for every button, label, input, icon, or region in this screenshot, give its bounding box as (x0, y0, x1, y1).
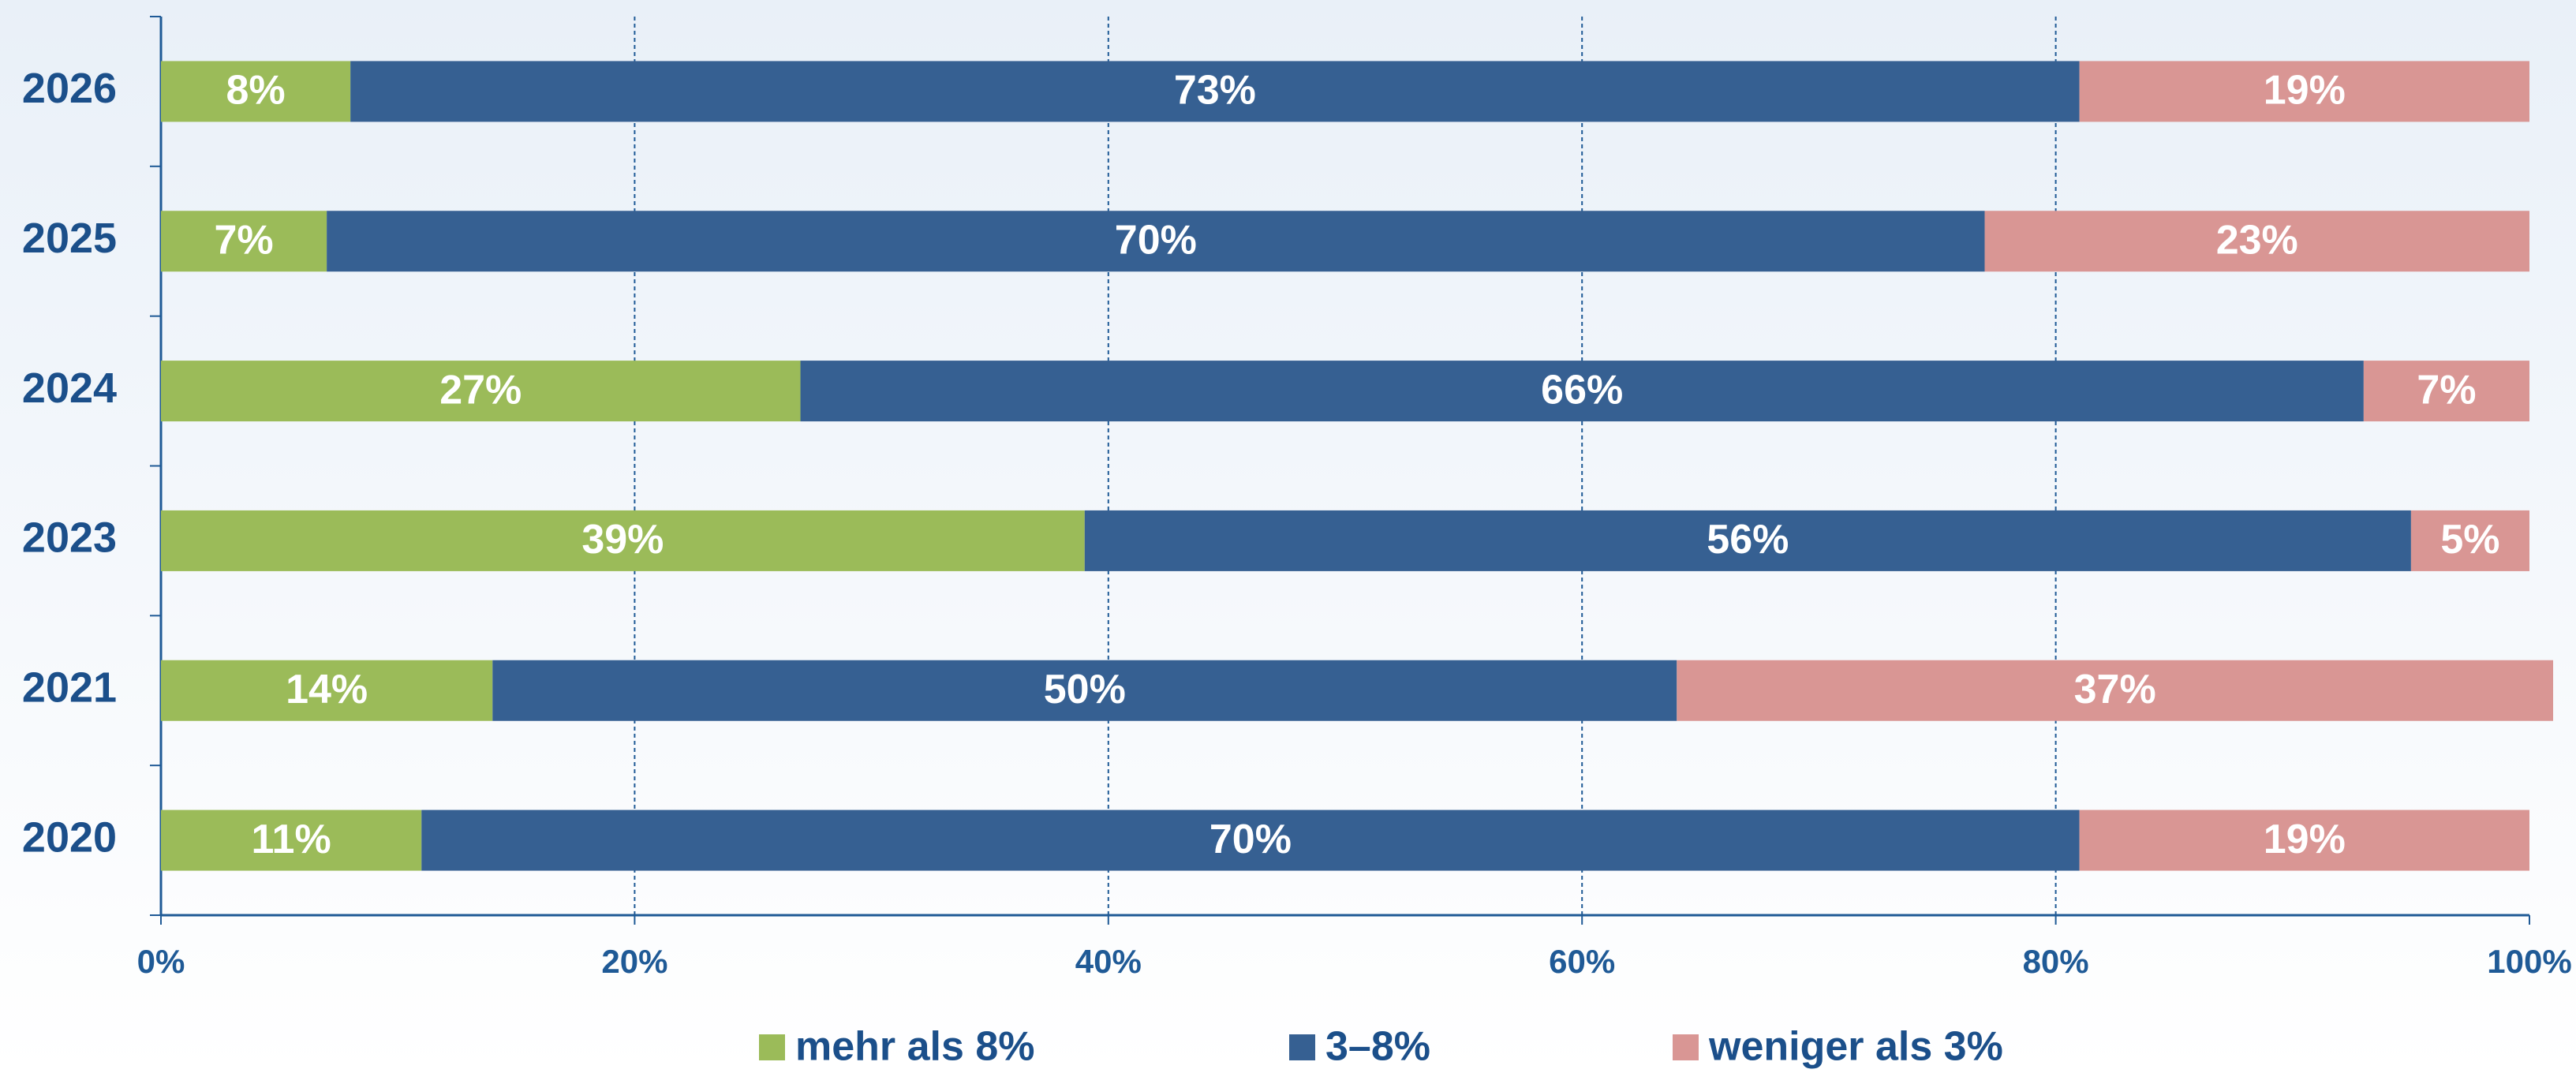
legend-label: mehr als 8% (795, 1024, 1035, 1070)
x-tick-label: 20% (601, 943, 667, 980)
bar-segment (1084, 510, 2411, 571)
bar-segment (161, 361, 801, 422)
bar-segment (2079, 809, 2529, 871)
legend-swatch (1289, 1034, 1315, 1060)
bar-segment (1984, 211, 2529, 272)
bar-segment (161, 660, 493, 721)
bar-segment (2079, 61, 2529, 122)
legend-label: weniger als 3% (1708, 1024, 2003, 1070)
data-label: 5% (2440, 517, 2499, 563)
bar-segment (2363, 361, 2529, 422)
x-tick-label: 0% (137, 943, 185, 980)
data-label: 37% (2074, 667, 2156, 712)
data-label: 66% (1541, 367, 1623, 413)
data-label: 11% (252, 817, 331, 862)
bar-segment (1677, 660, 2554, 721)
data-label: 19% (2264, 817, 2346, 862)
legend-swatch (759, 1034, 785, 1060)
bar-segment (800, 361, 2364, 422)
data-label: 70% (1115, 217, 1197, 263)
bar-segment (161, 809, 422, 871)
x-tick-label: 40% (1075, 943, 1142, 980)
data-label: 7% (2417, 367, 2476, 413)
bar-segment (161, 510, 1085, 571)
data-label: 50% (1044, 667, 1126, 712)
x-tick-label: 60% (1549, 943, 1615, 980)
bar-segment (2410, 510, 2529, 571)
bar-segment (161, 211, 327, 272)
x-tick-label: 100% (2487, 943, 2571, 980)
y-tick-label: 2024 (22, 365, 117, 412)
legend-swatch (1673, 1034, 1699, 1060)
data-label: 27% (439, 367, 522, 413)
data-label: 56% (1707, 517, 1789, 563)
data-label: 23% (2216, 217, 2298, 263)
bar-segment (161, 61, 351, 122)
y-tick-label: 2020 (22, 813, 117, 861)
y-tick-label: 2021 (22, 664, 117, 712)
data-label: 8% (226, 68, 286, 114)
bar-segment (421, 809, 2080, 871)
data-label: 39% (581, 517, 664, 563)
data-label: 70% (1209, 817, 1292, 862)
data-label: 19% (2264, 68, 2346, 114)
data-label: 73% (1174, 68, 1256, 114)
data-label: 7% (214, 217, 273, 263)
y-tick-label: 2026 (22, 65, 117, 112)
y-tick-label: 2025 (22, 215, 117, 262)
legend-label: 3–8% (1325, 1024, 1430, 1070)
data-label: 14% (286, 667, 368, 712)
y-tick-label: 2023 (22, 514, 117, 562)
bar-segment (327, 211, 1985, 272)
bar-segment (350, 61, 2080, 122)
x-tick-label: 80% (2023, 943, 2089, 980)
bar-segment (492, 660, 1677, 721)
